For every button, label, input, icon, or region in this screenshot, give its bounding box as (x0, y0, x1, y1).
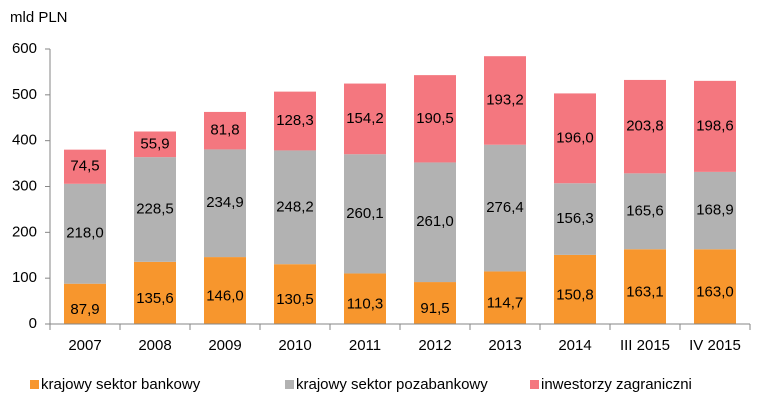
legend-swatch (530, 380, 539, 389)
data-label: 128,3 (276, 112, 314, 129)
y-tick-label: 300 (12, 177, 37, 194)
data-label: 146,0 (206, 288, 244, 305)
data-label: 198,6 (696, 117, 734, 134)
bar-segment (274, 150, 316, 265)
bar-segment (204, 149, 246, 258)
data-label: 91,5 (420, 300, 449, 317)
data-label: 260,1 (346, 205, 384, 222)
x-tick-label: 2008 (138, 337, 171, 354)
bar-segment (624, 173, 666, 250)
y-tick-label: 0 (29, 315, 37, 332)
bar-segment (414, 282, 456, 324)
bar-segment (204, 111, 246, 150)
y-tick-label: 500 (12, 86, 37, 103)
x-tick-label: 2012 (418, 337, 451, 354)
bar-segment (134, 131, 176, 158)
y-axis-label: mld PLN (10, 9, 68, 26)
data-label: 130,5 (276, 291, 314, 308)
bar-segment (694, 249, 736, 324)
data-label: 154,2 (346, 110, 384, 127)
data-label: 196,0 (556, 129, 594, 146)
bar-segment (274, 264, 316, 324)
bar-segment (344, 83, 386, 155)
bar-segment (484, 144, 526, 272)
x-tick-label: 2010 (278, 337, 311, 354)
data-label: 156,3 (556, 210, 594, 227)
data-label: 55,9 (140, 135, 169, 152)
bar-segment (624, 249, 666, 324)
legend-label: krajowy sektor pozabankowy (296, 376, 488, 393)
bar-segment (694, 171, 736, 250)
data-label: 193,2 (486, 91, 524, 108)
data-label: 168,9 (696, 202, 734, 219)
data-label: 87,9 (70, 301, 99, 318)
legend-swatch (30, 380, 39, 389)
bar-segment (694, 80, 736, 172)
data-label: 248,2 (276, 198, 314, 215)
bar-segment (64, 149, 106, 184)
x-tick-label: 2013 (488, 337, 521, 354)
data-label: 261,0 (416, 213, 454, 230)
data-label: 218,0 (66, 225, 104, 242)
x-tick-label: 2007 (68, 337, 101, 354)
y-tick-label: 100 (12, 269, 37, 286)
bar-segment (554, 93, 596, 184)
x-tick-label: III 2015 (620, 337, 670, 354)
legend-swatch (285, 380, 294, 389)
bar-segment (554, 254, 596, 324)
data-label: 203,8 (626, 118, 664, 135)
bar-segment (414, 75, 456, 163)
data-label: 234,9 (206, 194, 244, 211)
legend-label: inwestorzy zagraniczni (541, 376, 692, 393)
y-tick-label: 400 (12, 132, 37, 149)
data-label: 150,8 (556, 286, 594, 303)
data-label: 135,6 (136, 290, 174, 307)
bar-segment (274, 91, 316, 151)
legend-label: krajowy sektor bankowy (41, 376, 201, 393)
data-label: 165,6 (626, 202, 664, 219)
data-label: 276,4 (486, 199, 524, 216)
data-label: 110,3 (347, 296, 383, 313)
y-tick-label: 600 (12, 40, 37, 57)
data-label: 74,5 (70, 158, 99, 175)
bar-segment (134, 261, 176, 324)
x-tick-label: 2011 (349, 337, 381, 354)
bar-segment (64, 183, 106, 284)
x-tick-label: IV 2015 (689, 337, 741, 354)
bar-segment (484, 56, 526, 145)
bar-segment (64, 283, 106, 324)
data-label: 114,7 (487, 295, 523, 312)
data-label: 190,5 (416, 110, 454, 127)
bar-segment (554, 183, 596, 255)
data-label: 163,1 (626, 284, 664, 301)
data-label: 163,0 (696, 284, 734, 301)
bar-segment (414, 162, 456, 283)
bar-segment (344, 154, 386, 274)
bar-segment (484, 271, 526, 324)
bar-segment (344, 273, 386, 324)
bar-segment (134, 157, 176, 262)
data-label: 228,5 (136, 200, 174, 217)
bar-segment (624, 79, 666, 174)
x-tick-label: 2014 (558, 337, 591, 354)
data-label: 81,8 (210, 122, 239, 139)
bar-segment (204, 257, 246, 324)
y-tick-label: 200 (12, 223, 37, 240)
x-tick-label: 2009 (208, 337, 241, 354)
